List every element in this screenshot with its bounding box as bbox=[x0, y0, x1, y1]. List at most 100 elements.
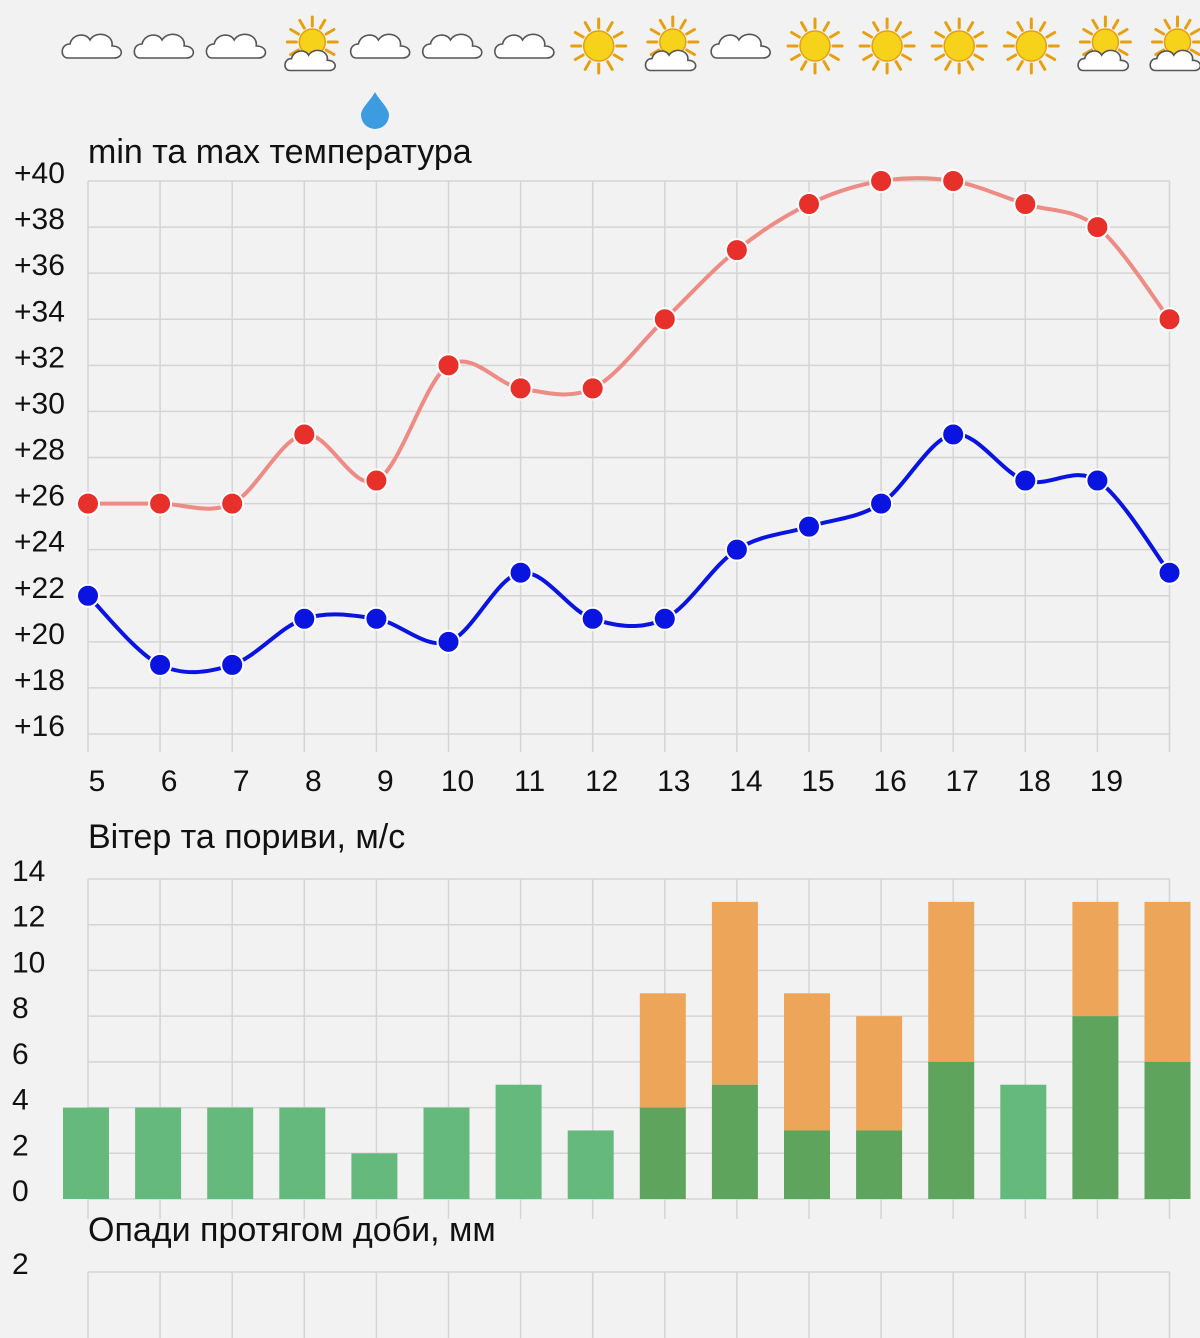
temperature-x-tick: 19 bbox=[1090, 765, 1123, 798]
wind-speed-bar bbox=[351, 1153, 398, 1199]
max-temperature-point bbox=[1157, 307, 1182, 332]
temperature-x-tick: 7 bbox=[233, 765, 250, 798]
max-temperature-point bbox=[1013, 192, 1038, 217]
wind-gust-bar bbox=[711, 901, 758, 1085]
wind-speed-bar bbox=[639, 1107, 686, 1199]
temperature-y-tick: +32 bbox=[14, 341, 65, 374]
min-temperature-point bbox=[1157, 560, 1182, 585]
sun-icon bbox=[858, 17, 916, 75]
cloud-icon bbox=[205, 33, 267, 59]
wind-bars bbox=[63, 901, 1191, 1199]
partly-sunny-icon bbox=[644, 15, 700, 72]
min-temperature-point bbox=[220, 652, 245, 677]
min-temperature-point bbox=[652, 606, 677, 631]
temperature-x-tick: 13 bbox=[657, 765, 690, 798]
max-temperature-point bbox=[292, 422, 317, 447]
cloud-icon bbox=[421, 33, 483, 59]
max-temperature-point bbox=[652, 307, 677, 332]
temperature-x-tick: 10 bbox=[441, 765, 474, 798]
wind-speed-bar bbox=[135, 1107, 182, 1199]
max-temperature-point bbox=[508, 376, 533, 401]
temperature-series bbox=[76, 169, 1182, 677]
max-temperature-line bbox=[88, 176, 1172, 511]
temperature-x-tick: 9 bbox=[377, 765, 394, 798]
wind-y-axis: 14 12 10 8 6 4 2 0 bbox=[12, 855, 45, 1208]
cloud-icon bbox=[494, 33, 555, 59]
wind-speed-bar bbox=[784, 1130, 830, 1199]
max-temperature-point bbox=[941, 169, 966, 193]
temperature-y-tick: +34 bbox=[14, 295, 65, 328]
min-temperature-point bbox=[724, 537, 749, 562]
max-temperature-point bbox=[364, 468, 389, 493]
temperature-y-tick: +40 bbox=[14, 157, 65, 190]
max-temperature-point bbox=[148, 491, 173, 516]
temperature-x-tick: 8 bbox=[305, 765, 322, 798]
temperature-y-tick: +24 bbox=[14, 526, 65, 559]
wind-chart-title: Вітер та пориви, м/с bbox=[88, 818, 405, 856]
min-temperature-point bbox=[797, 514, 821, 539]
wind-y-tick: 8 bbox=[12, 992, 29, 1025]
max-temperature-point bbox=[1085, 215, 1110, 240]
temperature-y-tick: +30 bbox=[14, 387, 65, 420]
min-temperature-point bbox=[436, 629, 461, 654]
wind-speed-bar bbox=[63, 1107, 109, 1199]
raindrop-icon bbox=[361, 92, 389, 129]
temperature-y-tick: +26 bbox=[14, 480, 65, 513]
min-temperature-point bbox=[508, 560, 533, 585]
wind-gust-bar bbox=[928, 901, 975, 1062]
wind-gust-bar bbox=[784, 993, 830, 1131]
wind-speed-bar bbox=[423, 1107, 470, 1199]
partly-sunny-icon bbox=[1149, 15, 1200, 72]
temperature-y-tick: +20 bbox=[14, 618, 65, 651]
precipitation-chart-title: Опади протягом доби, мм bbox=[88, 1211, 496, 1249]
wind-speed-bar bbox=[567, 1130, 614, 1199]
wind-gust-bar bbox=[639, 993, 686, 1108]
temperature-y-tick: +22 bbox=[14, 572, 65, 605]
min-temperature-line bbox=[86, 432, 1172, 675]
partly-sunny-icon bbox=[1077, 15, 1132, 72]
sun-icon bbox=[570, 17, 628, 75]
max-temperature-point bbox=[869, 169, 894, 193]
wind-speed-bar bbox=[1144, 1061, 1191, 1199]
temperature-x-tick: 18 bbox=[1018, 765, 1051, 798]
wind-y-tick: 2 bbox=[12, 1129, 29, 1162]
temperature-y-tick: +36 bbox=[14, 249, 65, 282]
temperature-x-tick: 12 bbox=[585, 765, 618, 798]
temperature-x-tick: 14 bbox=[729, 765, 762, 798]
wind-speed-bar bbox=[711, 1084, 758, 1199]
min-temperature-point bbox=[941, 422, 966, 447]
sun-icon bbox=[1002, 17, 1060, 75]
wind-y-tick: 14 bbox=[12, 855, 45, 888]
wind-speed-bar bbox=[1072, 1016, 1119, 1199]
temperature-y-axis: +40 +38 +36 +34 +32 +30 +28 +26 +24 +22 +20 +18 +16 bbox=[14, 157, 65, 743]
temperature-grid bbox=[87, 180, 1171, 752]
wind-gust-bar bbox=[1072, 901, 1119, 1017]
temperature-x-tick: 11 bbox=[514, 765, 545, 798]
wind-y-tick: 10 bbox=[12, 946, 45, 979]
wind-speed-bar bbox=[1000, 1084, 1047, 1199]
sun-icon bbox=[786, 17, 844, 75]
min-temperature-point bbox=[1013, 468, 1038, 493]
temperature-x-tick: 16 bbox=[873, 765, 906, 798]
temperature-y-tick: +18 bbox=[14, 664, 65, 697]
temperature-x-tick: 5 bbox=[89, 765, 106, 798]
min-temperature-point bbox=[292, 606, 317, 631]
weather-icons-row bbox=[61, 15, 1200, 129]
wind-speed-bar bbox=[856, 1130, 903, 1199]
min-temperature-point bbox=[148, 652, 173, 677]
min-temperature-point bbox=[869, 491, 894, 516]
cloud-icon bbox=[349, 33, 411, 59]
cloud-icon bbox=[710, 33, 771, 59]
wind-speed-bar bbox=[495, 1084, 542, 1199]
wind-grid bbox=[87, 878, 1171, 1219]
wind-y-tick: 12 bbox=[12, 901, 45, 934]
min-temperature-point bbox=[76, 583, 100, 608]
partly-sunny-icon bbox=[284, 15, 339, 72]
temperature-y-tick: +28 bbox=[14, 434, 65, 467]
temperature-x-tick: 6 bbox=[161, 765, 178, 798]
wind-speed-bar bbox=[279, 1107, 326, 1199]
max-temperature-point bbox=[580, 376, 605, 401]
sun-icon bbox=[930, 17, 988, 75]
cloud-icon bbox=[133, 33, 195, 59]
wind-speed-bar bbox=[207, 1107, 254, 1199]
